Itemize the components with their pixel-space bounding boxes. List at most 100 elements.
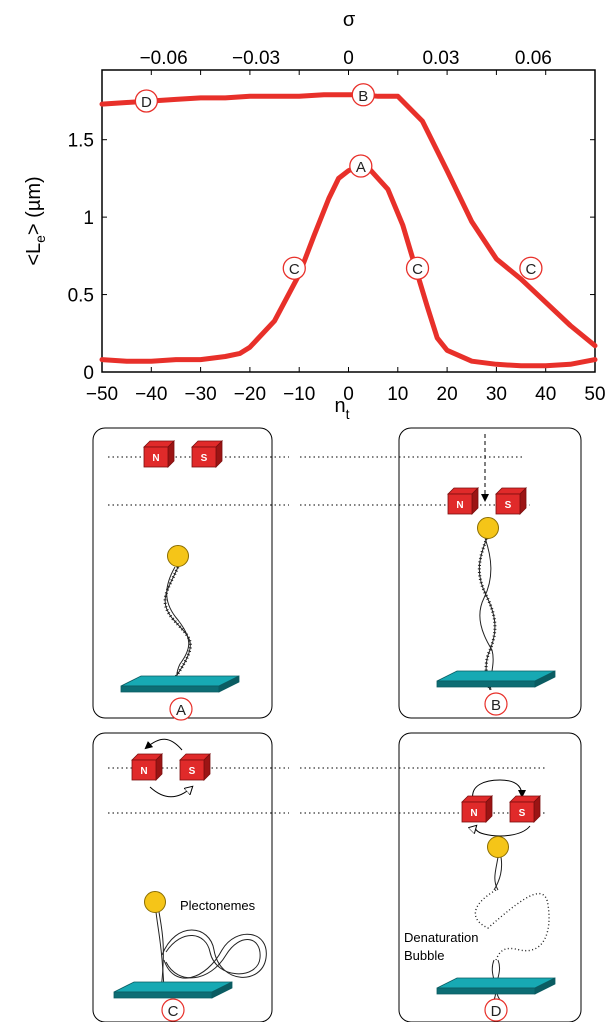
panel-c-dna (155, 911, 267, 991)
panel-b-marker: B (484, 692, 508, 716)
panel-d-frame (398, 732, 582, 1022)
panel-c-magnet-n: N (140, 766, 147, 777)
panel-c-magnet-s: S (189, 766, 196, 777)
curve-1 (99, 92, 598, 349)
state-marker-b: B (351, 83, 375, 107)
panel-c-bead (144, 891, 166, 913)
panel-d-marker: D (484, 998, 508, 1022)
state-marker-circle (519, 256, 543, 280)
curves (99, 92, 598, 369)
state-marker-label: C (289, 261, 300, 278)
state-marker-circle (405, 256, 430, 280)
x-tick-labels: −50 −40 −30 −20 −10 0 10 20 30 40 50 (86, 384, 606, 405)
panel-d-label: D (491, 1003, 502, 1020)
x-tick-label: −30 (184, 384, 216, 405)
x-axis-label: nt (334, 395, 349, 422)
panel-c-frame (92, 732, 273, 1022)
top-tick-label: −0.03 (232, 48, 280, 69)
panel-d-magnets: N S (461, 795, 541, 823)
panel-c-note: Plectonemes (180, 898, 256, 913)
top-axis-label: σ (343, 9, 356, 31)
state-marker-circle (351, 83, 375, 107)
state-marker-label: D (141, 94, 152, 111)
panel-c-label: C (168, 1003, 179, 1020)
panel-b-magnet-n: N (456, 500, 463, 511)
panel-c-rotation-arrow-top (144, 738, 183, 751)
y-axis-label: <Le> (µm) (23, 176, 48, 265)
panel-c: N S Plectonemes C (92, 732, 289, 1022)
panel-d-note-line1: Denaturation (404, 930, 478, 945)
x-tick-label: −20 (234, 384, 266, 405)
state-marker-circle (349, 154, 373, 178)
y-axis-label-sub: e (32, 235, 48, 243)
panel-c-magnets: N S (131, 753, 211, 781)
state-marker-circle (282, 256, 306, 280)
state-marker-d: D (134, 89, 159, 113)
panel-c-rotation-arrow-bottom (149, 787, 192, 798)
y-axis-label-main: <L (23, 243, 45, 266)
panel-a-magnet-n: N (152, 453, 159, 464)
panel-d-rotation-arrow-bottom (475, 826, 531, 837)
x-tick-label: 20 (437, 384, 458, 405)
state-marker-c: C (282, 256, 306, 280)
x-tick-label: 50 (584, 384, 605, 405)
x-axis-label-main: n (334, 395, 345, 417)
panel-d-magnet-s: S (519, 808, 526, 819)
panel-d-rotation-arrow-top (472, 779, 526, 801)
panel-c-marker: C (161, 998, 185, 1022)
x-tick-label: −10 (283, 384, 315, 405)
panel-a-label: A (176, 702, 186, 719)
y-tick-label: 0.5 (68, 286, 94, 307)
y-tick-label: 1.5 (68, 131, 94, 152)
x-axis-label-sub: t (346, 406, 350, 422)
panel-b-dna (477, 537, 497, 691)
x-tick-label: 0 (343, 384, 354, 405)
panel-b-bead (477, 517, 499, 539)
panel-d-note-line2: Bubble (404, 948, 444, 963)
panel-a-magnet-s: S (201, 453, 208, 464)
state-marker-label: C (525, 261, 536, 278)
state-marker-c: C (519, 256, 543, 280)
state-marker-a: A (349, 154, 373, 178)
panel-a-marker: A (169, 697, 193, 721)
panel-d: N S Denaturation Bubble D (300, 732, 582, 1022)
panel-b-frame (398, 427, 582, 719)
panel-d-bead (487, 836, 509, 858)
panel-d-magnet-n: N (470, 808, 477, 819)
x-tick-label: −50 (86, 384, 118, 405)
state-marker-label: A (356, 159, 366, 176)
y-axis-label-unit: > (µm) (23, 176, 45, 235)
panel-a-bead (167, 545, 189, 567)
top-tick-label: 0.03 (422, 48, 459, 69)
panel-a-surface (120, 675, 240, 693)
state-markers: D B A C C C (134, 83, 543, 280)
top-tick-label: 0.06 (515, 48, 552, 69)
panel-c-surface (113, 981, 233, 999)
state-marker-label: C (412, 261, 423, 278)
extension-plot: σ −0.06 −0.03 0 0.03 0.06 0 0.5 1 1.5 −50 −40 −30… (23, 9, 606, 422)
top-tick-label: −0.06 (140, 48, 188, 69)
x-tick-label: 30 (486, 384, 507, 405)
plot-frame (101, 69, 596, 373)
y-tick-labels: 0 0.5 1 1.5 (68, 131, 94, 384)
x-tick-label: 40 (535, 384, 556, 405)
top-tick-labels: −0.06 −0.03 0 0.03 0.06 (140, 48, 552, 69)
panel-d-surface (436, 977, 556, 995)
x-tick-label: −40 (135, 384, 167, 405)
panel-b-magnet-s: S (505, 500, 512, 511)
state-marker-label: B (358, 88, 368, 105)
y-tick-label: 1 (83, 208, 94, 229)
panel-a-dna (163, 566, 192, 691)
panel-b-magnets: N S (447, 487, 527, 515)
y-tick-label: 0 (83, 363, 94, 384)
panel-b-label: B (491, 697, 501, 714)
panel-b-surface (436, 670, 556, 688)
top-tick-label: 0 (343, 48, 354, 69)
state-marker-circle (134, 89, 159, 113)
panel-a-frame (92, 427, 273, 719)
panel-b: N S B (300, 427, 582, 719)
panel-a-magnets: N S (143, 440, 223, 468)
state-marker-c: C (405, 256, 430, 280)
x-tick-label: 10 (387, 384, 408, 405)
